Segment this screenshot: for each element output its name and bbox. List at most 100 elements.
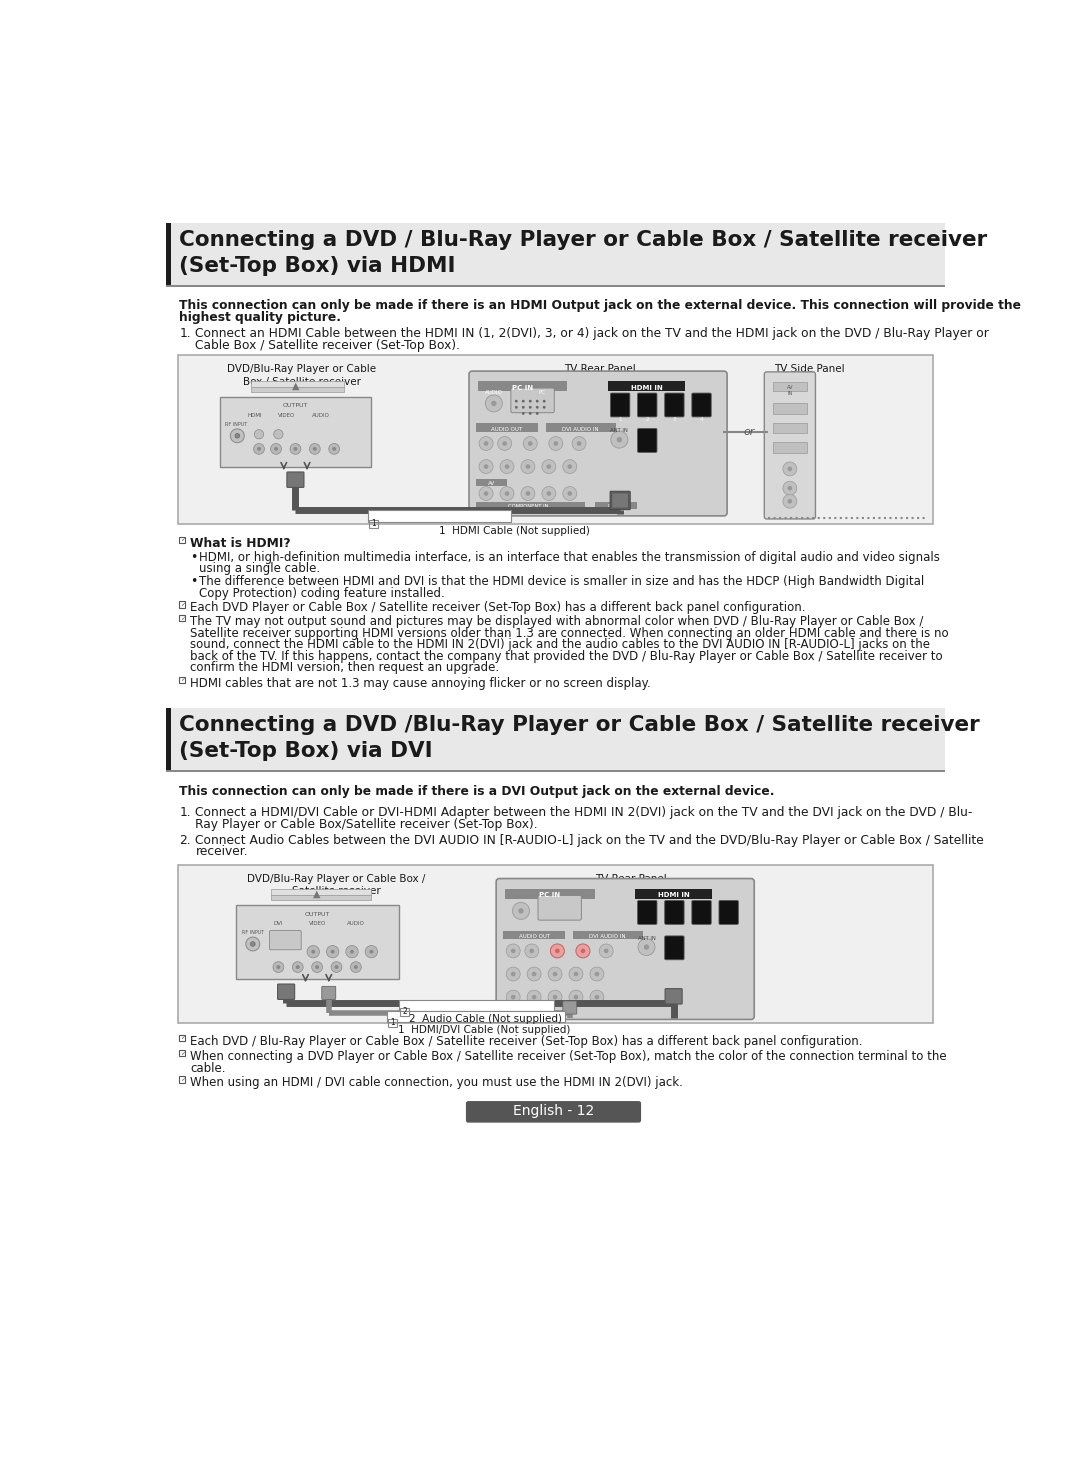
Circle shape [638, 938, 656, 956]
Circle shape [522, 412, 525, 415]
Text: Each DVD Player or Cable Box / Satellite receiver (Set-Top Box) has a different : Each DVD Player or Cable Box / Satellite… [190, 602, 806, 615]
Text: AV: AV [488, 482, 495, 486]
Text: HDMI: HDMI [247, 412, 262, 418]
Text: receiver.: receiver. [195, 845, 248, 858]
Circle shape [333, 448, 336, 451]
FancyBboxPatch shape [610, 491, 631, 510]
Text: AUDIO: AUDIO [485, 390, 503, 396]
Circle shape [526, 491, 530, 496]
Circle shape [335, 965, 338, 969]
FancyBboxPatch shape [665, 988, 683, 1003]
Circle shape [553, 972, 557, 977]
Circle shape [480, 437, 494, 451]
Text: The TV may not output sound and pictures may be displayed with abnormal color wh: The TV may not output sound and pictures… [190, 615, 923, 628]
Text: TV Rear Panel: TV Rear Panel [564, 365, 636, 373]
Text: What is HDMI?: What is HDMI? [190, 536, 291, 550]
Bar [252, 387, 345, 391]
Text: RF INPUT: RF INPUT [242, 931, 264, 935]
Circle shape [543, 406, 545, 409]
Circle shape [273, 962, 284, 972]
Circle shape [553, 994, 557, 999]
Circle shape [276, 965, 281, 969]
Circle shape [611, 431, 627, 448]
Circle shape [543, 400, 545, 403]
Bar [179, 615, 186, 621]
Bar [179, 536, 186, 542]
Circle shape [617, 437, 622, 442]
Bar [179, 677, 186, 683]
Text: AUDIO: AUDIO [347, 920, 365, 926]
Circle shape [581, 948, 585, 953]
Circle shape [590, 990, 604, 1003]
Circle shape [230, 428, 244, 443]
Text: ✓: ✓ [179, 1051, 185, 1055]
Circle shape [512, 903, 529, 919]
FancyBboxPatch shape [765, 372, 815, 519]
Text: ▲: ▲ [313, 889, 321, 898]
Circle shape [235, 433, 240, 439]
Text: OUTPUT: OUTPUT [305, 911, 329, 917]
Circle shape [524, 437, 537, 451]
Circle shape [518, 908, 524, 913]
Circle shape [502, 442, 507, 446]
Circle shape [480, 459, 494, 474]
Bar [166, 707, 945, 771]
Circle shape [529, 948, 535, 953]
Text: ANT IN: ANT IN [610, 428, 629, 433]
Text: Connect an HDMI Cable between the HDMI IN (1, 2(DVI), 3, or 4) jack on the TV an: Connect an HDMI Cable between the HDMI I… [195, 328, 989, 341]
Circle shape [328, 443, 339, 455]
Text: confirm the HDMI version, then request an upgrade.: confirm the HDMI version, then request a… [190, 661, 499, 674]
Circle shape [783, 482, 797, 495]
Bar [773, 382, 807, 391]
Circle shape [350, 962, 362, 972]
Circle shape [485, 396, 502, 412]
Text: ✓: ✓ [179, 1036, 185, 1040]
FancyBboxPatch shape [637, 393, 657, 416]
Text: English - 12: English - 12 [513, 1104, 594, 1117]
Circle shape [783, 462, 797, 476]
Text: ANT IN: ANT IN [637, 935, 656, 941]
Circle shape [291, 443, 301, 455]
FancyBboxPatch shape [538, 895, 581, 920]
Text: ✓: ✓ [179, 602, 185, 608]
Circle shape [515, 406, 517, 409]
Circle shape [572, 437, 586, 451]
Circle shape [548, 968, 562, 981]
Text: back of the TV. If this happens, contact the company that provided the DVD / Blu: back of the TV. If this happens, contact… [190, 649, 943, 662]
Text: cable.: cable. [190, 1061, 226, 1074]
Circle shape [294, 448, 297, 451]
Bar [773, 442, 807, 452]
Text: 1.: 1. [179, 806, 191, 820]
Bar [595, 502, 637, 508]
Circle shape [246, 937, 260, 951]
Circle shape [787, 499, 793, 504]
Bar [369, 520, 378, 528]
Circle shape [576, 944, 590, 957]
Bar [271, 895, 372, 900]
Circle shape [590, 968, 604, 981]
Circle shape [563, 486, 577, 501]
Circle shape [599, 944, 613, 957]
Bar [476, 424, 538, 431]
Text: The difference between HDMI and DVI is that the HDMI device is smaller in size a: The difference between HDMI and DVI is t… [200, 575, 924, 588]
Bar [166, 285, 945, 288]
FancyBboxPatch shape [399, 1000, 554, 1011]
Circle shape [526, 464, 530, 468]
FancyBboxPatch shape [496, 879, 754, 1020]
Bar [572, 931, 643, 940]
Text: DVI: DVI [273, 920, 283, 926]
Circle shape [525, 944, 539, 957]
FancyBboxPatch shape [563, 1000, 577, 1014]
Circle shape [542, 486, 556, 501]
Circle shape [507, 990, 521, 1003]
Text: ▲: ▲ [292, 381, 299, 390]
Text: DIGITAL
AUDIO OUT: DIGITAL AUDIO OUT [604, 504, 627, 513]
Circle shape [567, 464, 572, 468]
Circle shape [313, 448, 316, 451]
Text: HDMI IN: HDMI IN [631, 385, 662, 391]
Bar [505, 889, 595, 898]
Circle shape [548, 990, 562, 1003]
Circle shape [507, 944, 521, 957]
Circle shape [511, 948, 515, 953]
Bar [773, 403, 807, 415]
